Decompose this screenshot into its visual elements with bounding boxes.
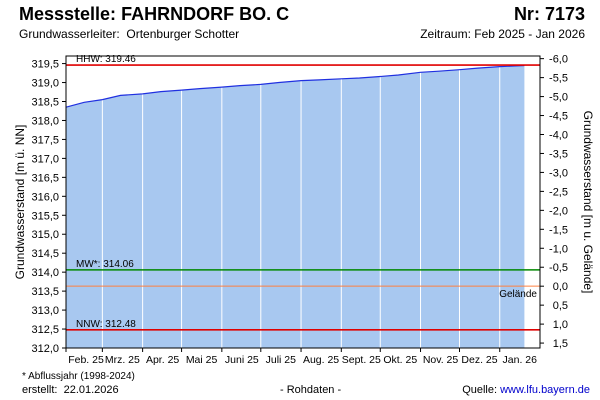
x-tick-label: Sept. 25 — [342, 354, 381, 366]
aquifer-label: Grundwasserleiter: — [19, 27, 120, 41]
x-tick-label: Okt. 25 — [383, 354, 417, 366]
station-title: Messstelle: FAHRNDORF BO. C — [19, 4, 289, 25]
y2-tick-label: -5,5 — [549, 73, 568, 85]
reference-label: HHW: 319.46 — [76, 54, 136, 65]
y2-tick-label: -3,0 — [549, 167, 568, 179]
station-name: FAHRNDORF BO. C — [121, 4, 290, 24]
y2-tick-label: -1,0 — [549, 243, 568, 255]
reference-label: NNW: 312.48 — [76, 319, 136, 330]
footnote: * Abflussjahr (1998-2024) — [22, 371, 135, 382]
y-tick-label: 318,0 — [31, 115, 59, 127]
y2-tick-label: -5,0 — [549, 92, 568, 104]
created-date: 22.01.2026 — [63, 384, 119, 396]
y-tick-label: 312,0 — [31, 343, 59, 355]
source-label: Quelle: — [462, 384, 498, 396]
y2-axis-title: Grundwasserstand [m u. Gelände] — [581, 111, 595, 294]
series-line — [65, 64, 525, 108]
y2-tick-label: 1,5 — [553, 338, 568, 350]
y2-tick-label: 1,0 — [553, 319, 568, 331]
x-tick-label: Aug. 25 — [303, 354, 339, 366]
x-tick-label: Nov. 25 — [423, 354, 459, 366]
y-tick-label: 312,5 — [31, 324, 59, 336]
y2-tick-label: -2,5 — [549, 186, 568, 198]
x-tick-label: Jan. 26 — [503, 354, 538, 366]
reference-label: Gelände — [499, 289, 537, 300]
series-area — [66, 65, 525, 348]
aquifer-info: Grundwasserleiter: Ortenburger Schotter — [19, 27, 239, 41]
source-info: Quelle: www.lfu.bayern.de — [462, 384, 590, 396]
y-tick-label: 315,0 — [31, 229, 59, 241]
y-tick-label: 317,0 — [31, 153, 59, 165]
number-value: 7173 — [544, 4, 585, 24]
reference-label: MW*: 314.06 — [76, 259, 134, 270]
y-tick-label: 314,0 — [31, 267, 59, 279]
period-label: Zeitraum: — [420, 27, 471, 41]
plot-frame — [65, 55, 541, 349]
number-label: Nr: — [513, 4, 540, 24]
y2-tick-label: -1,5 — [549, 224, 568, 236]
x-tick-label: Juni 25 — [225, 354, 259, 366]
y-tick-label: 318,5 — [31, 97, 59, 109]
y2-tick-label: -0,5 — [549, 262, 568, 274]
created-info: erstellt: 22.01.2026 — [22, 384, 119, 396]
y-tick-label: 315,5 — [31, 210, 59, 222]
raw-data-note: - Rohdaten - — [280, 384, 342, 396]
y2-tick-label: -4,0 — [549, 129, 568, 141]
y-tick-label: 319,0 — [31, 78, 59, 90]
y-tick-label: 316,0 — [31, 191, 59, 203]
y-axis-title: Grundwasserstand [m ü. NN] — [13, 125, 27, 280]
source-link[interactable]: www.lfu.bayern.de — [500, 384, 590, 396]
y2-tick-label: -3,5 — [549, 148, 568, 160]
y-tick-label: 319,5 — [31, 59, 59, 71]
y-tick-label: 313,5 — [31, 286, 59, 298]
y2-tick-label: -6,0 — [549, 54, 568, 66]
y2-tick-label: -2,0 — [549, 205, 568, 217]
period-value: Feb 2025 - Jan 2026 — [474, 27, 585, 41]
period-info: Zeitraum: Feb 2025 - Jan 2026 — [420, 27, 585, 41]
y-tick-label: 313,0 — [31, 305, 59, 317]
y2-tick-label: -4,5 — [549, 111, 568, 123]
created-label: erstellt: — [22, 384, 58, 396]
y2-tick-label: 0,5 — [553, 300, 568, 312]
x-tick-label: Mai 25 — [186, 354, 218, 366]
x-tick-label: Mrz. 25 — [105, 354, 140, 366]
x-tick-label: Dez. 25 — [461, 354, 497, 366]
y-tick-label: 316,5 — [31, 172, 59, 184]
aquifer-value: Ortenburger Schotter — [126, 27, 240, 41]
y-tick-label: 314,5 — [31, 248, 59, 260]
x-tick-label: Juli 25 — [266, 354, 297, 366]
x-tick-label: Feb. 25 — [68, 354, 104, 366]
x-tick-label: Apr. 25 — [146, 354, 179, 366]
station-label: Messstelle: — [19, 4, 117, 24]
y-tick-label: 317,5 — [31, 134, 59, 146]
y2-tick-label: 0,0 — [553, 281, 568, 293]
station-number: Nr: 7173 — [514, 4, 585, 25]
